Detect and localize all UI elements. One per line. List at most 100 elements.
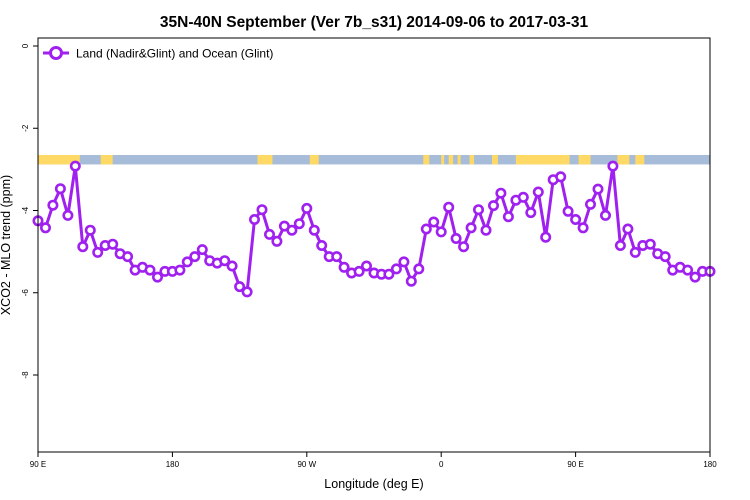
x-tick-label: 90 E [30, 460, 46, 469]
data-point [592, 183, 604, 195]
y-axis-label: XCO2 - MLO trend (ppm) [0, 175, 13, 315]
x-tick-label: 90 W [297, 460, 316, 469]
data-point [152, 271, 164, 283]
data-point [525, 207, 537, 219]
data-point [122, 251, 134, 263]
data-point [196, 244, 208, 256]
data-point [435, 226, 447, 238]
data-point [689, 271, 701, 283]
data-point [614, 240, 626, 252]
x-tick-label: 90 E [567, 460, 583, 469]
y-tick-label: 0 [21, 43, 30, 48]
data-point [659, 251, 671, 263]
data-point [360, 260, 372, 272]
data-point [271, 235, 283, 247]
data-point [84, 224, 96, 236]
y-tick-label: -2 [21, 124, 30, 132]
land-segment [448, 154, 454, 165]
data-point [465, 222, 477, 234]
x-axis-label: Longitude (deg E) [324, 477, 423, 491]
data-point [226, 260, 238, 272]
data-point [54, 183, 66, 195]
y-tick-label: -4 [21, 206, 30, 214]
y-tick-label: -8 [21, 371, 30, 379]
data-point [69, 160, 81, 172]
data-point [577, 222, 589, 234]
data-point [256, 204, 268, 216]
land-segment [257, 154, 273, 165]
land-segment [423, 154, 430, 165]
data-point [62, 209, 74, 221]
land-segment [469, 154, 475, 165]
data-point [555, 171, 567, 183]
data-point [443, 201, 455, 213]
legend-label: Land (Nadir&Glint) and Ocean (Glint) [76, 47, 273, 61]
legend: Land (Nadir&Glint) and Ocean (Glint) [43, 46, 273, 61]
data-point [562, 205, 574, 217]
land-segment [515, 154, 570, 165]
land-segment [491, 154, 498, 165]
data-point [293, 218, 305, 230]
land-segment [635, 154, 645, 165]
data-point [189, 251, 201, 263]
data-point [249, 214, 261, 226]
land-segment [38, 154, 80, 165]
data-point [644, 238, 656, 250]
x-tick-label: 180 [166, 460, 180, 469]
data-point [517, 191, 529, 203]
data-point [107, 238, 119, 250]
data-point [92, 246, 104, 258]
data-point [607, 160, 619, 172]
data-point [450, 233, 462, 245]
land-segment [441, 154, 445, 165]
data-point [495, 187, 507, 199]
data-point [301, 202, 313, 214]
data-point [540, 231, 552, 243]
data-point [472, 204, 484, 216]
legend-marker-swatch [49, 46, 63, 60]
data-point [428, 216, 440, 228]
land-segment [617, 154, 630, 165]
land-segment [457, 154, 461, 165]
land-segment [578, 154, 591, 165]
x-tick-label: 0 [439, 460, 444, 469]
data-point [308, 224, 320, 236]
data-point [599, 209, 611, 221]
data-point [234, 281, 246, 293]
data-point [570, 214, 582, 226]
data-point [532, 186, 544, 198]
data-point [316, 240, 328, 252]
data-point [353, 265, 365, 277]
data-point [338, 261, 350, 273]
data-point [420, 223, 432, 235]
data-point [480, 224, 492, 236]
data-point [174, 264, 186, 276]
chart-title: 35N-40N September (Ver 7b_s31) 2014-09-0… [160, 14, 589, 31]
ocean-strip [38, 154, 710, 165]
y-tick-label: -6 [21, 289, 30, 297]
data-point [47, 199, 59, 211]
data-point [390, 263, 402, 275]
data-point [629, 246, 641, 258]
data-point [144, 264, 156, 276]
data-point [682, 264, 694, 276]
data-point [286, 224, 298, 236]
data-point [398, 256, 410, 268]
data-point [413, 263, 425, 275]
data-point [331, 251, 343, 263]
data-point [39, 222, 51, 234]
data-point [458, 241, 470, 253]
data-point [241, 286, 253, 298]
land-segment [309, 154, 319, 165]
land-segment [100, 154, 113, 165]
data-point [77, 241, 89, 253]
plot-area-frame [37, 37, 711, 453]
data-point [487, 200, 499, 212]
data-point [622, 223, 634, 235]
data-point [502, 211, 514, 223]
data-point [263, 228, 275, 240]
data-point [181, 256, 193, 268]
data-point [584, 198, 596, 210]
data-point [219, 255, 231, 267]
